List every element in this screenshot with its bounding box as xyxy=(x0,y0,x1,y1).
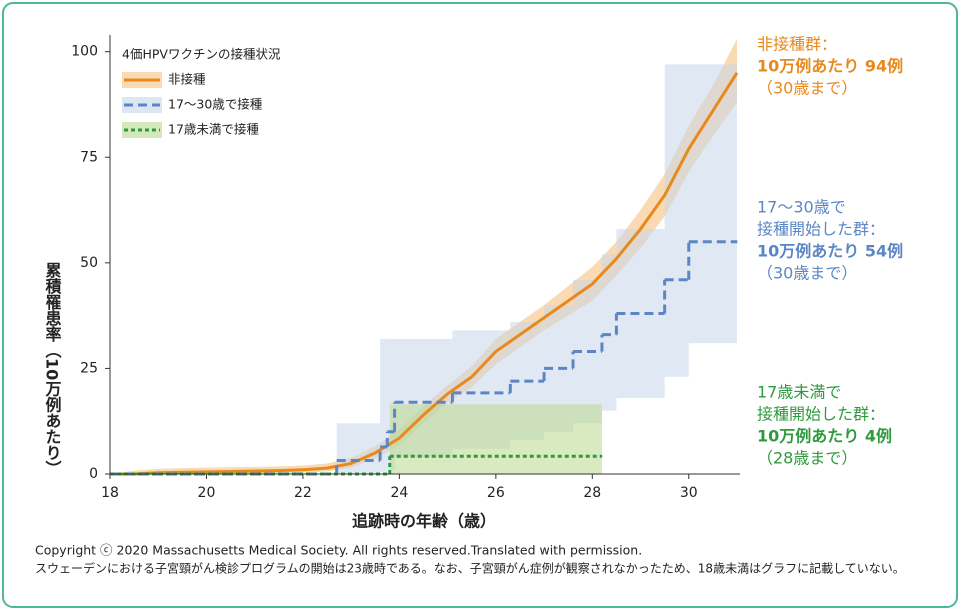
x-tick-label: 28 xyxy=(583,485,601,501)
series-line xyxy=(110,71,739,476)
y-tick-label: 50 xyxy=(80,255,98,271)
x-axis-label: 追跡時の年齢（歳） xyxy=(352,512,496,531)
confidence-band xyxy=(688,64,737,344)
confidence-band xyxy=(601,254,617,411)
legend-title: 4価HPVワクチンの接種状況 xyxy=(122,47,281,62)
legend-label: 17歳未満で接種 xyxy=(168,122,259,137)
x-tick-label: 22 xyxy=(294,485,312,501)
x-tick-label: 30 xyxy=(680,485,698,501)
footnote: スウェーデンにおける子宮頸がん検診プログラムの開始は23歳時である。なお、子宮頸… xyxy=(35,561,905,576)
annotation: 17～30歳で xyxy=(757,198,846,217)
y-tick-label: 25 xyxy=(80,360,98,376)
x-tick-label: 24 xyxy=(390,485,408,501)
annotation: 接種開始した群： xyxy=(757,220,885,239)
annotation: （30歳まで） xyxy=(757,264,857,283)
confidence-band xyxy=(380,338,388,472)
annotation: 17歳未満で xyxy=(757,383,841,402)
y-tick-label: 0 xyxy=(89,466,98,482)
annotation: （30歳まで） xyxy=(757,79,857,98)
y-tick-label: 75 xyxy=(80,149,98,165)
annotation: 10万例あたり 54例 xyxy=(757,242,903,261)
annotation: 非接種群： xyxy=(757,35,837,54)
confidence-band xyxy=(389,404,602,474)
annotation: 10万例あたり 4例 xyxy=(757,427,892,446)
annotation: （28歳まで） xyxy=(757,449,857,468)
legend-label: 17～30歳で接種 xyxy=(168,97,263,112)
annotation: 接種開始した群： xyxy=(757,405,885,424)
annotation: 10万例あたり 94例 xyxy=(757,57,903,76)
footnote: Copyright ⓒ 2020 Massachusetts Medical S… xyxy=(35,543,642,558)
x-tick-label: 18 xyxy=(101,485,119,501)
confidence-band xyxy=(664,64,689,377)
x-tick-label: 20 xyxy=(198,485,216,501)
legend-label: 非接種 xyxy=(168,72,206,87)
x-tick-label: 26 xyxy=(487,485,505,501)
y-tick-label: 100 xyxy=(71,44,98,60)
y-axis-label: 累積罹患率（10万例あたり） xyxy=(43,262,63,476)
